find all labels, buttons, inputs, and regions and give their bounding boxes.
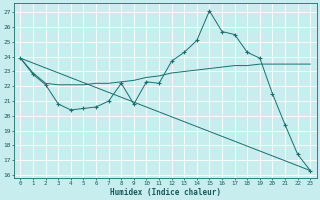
X-axis label: Humidex (Indice chaleur): Humidex (Indice chaleur)	[110, 188, 221, 197]
